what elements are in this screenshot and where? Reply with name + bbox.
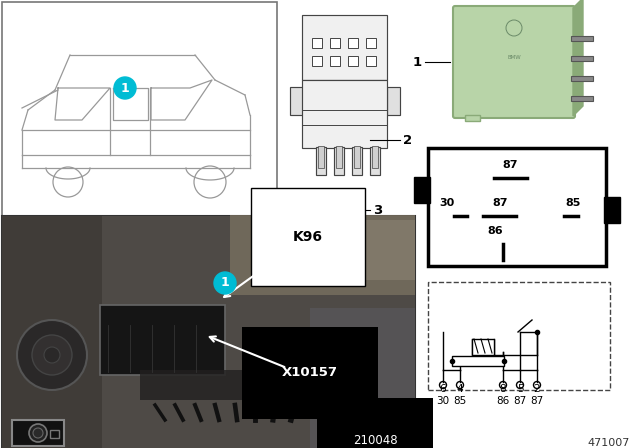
Text: 471007: 471007 <box>588 438 630 448</box>
Text: 1: 1 <box>221 276 229 289</box>
Bar <box>334 147 344 175</box>
Bar <box>452 356 504 366</box>
Text: 4: 4 <box>457 384 463 394</box>
Bar <box>318 146 324 168</box>
Bar <box>2 216 415 448</box>
Bar <box>100 305 225 375</box>
Bar <box>387 87 400 115</box>
Text: 210048: 210048 <box>353 434 397 447</box>
Text: 2: 2 <box>534 384 540 394</box>
Bar <box>370 147 380 175</box>
Polygon shape <box>573 0 583 116</box>
Bar <box>472 339 494 355</box>
Bar <box>290 87 303 115</box>
Text: 86: 86 <box>487 226 503 236</box>
Text: 85: 85 <box>565 198 580 208</box>
Text: 5: 5 <box>516 384 524 394</box>
Text: 87: 87 <box>492 198 508 208</box>
Text: 30: 30 <box>440 198 454 208</box>
Text: 1: 1 <box>120 82 129 95</box>
Bar <box>2 216 102 448</box>
Bar <box>302 15 387 80</box>
Text: 8: 8 <box>500 384 506 394</box>
Bar <box>336 146 342 168</box>
Bar <box>428 148 606 266</box>
Bar <box>12 420 64 446</box>
Bar <box>465 115 480 121</box>
Text: 86: 86 <box>497 396 509 406</box>
Bar <box>312 56 322 66</box>
Bar <box>571 56 593 61</box>
Text: 87: 87 <box>531 396 543 406</box>
Circle shape <box>33 428 43 438</box>
FancyBboxPatch shape <box>453 6 575 118</box>
Text: 6: 6 <box>440 384 446 394</box>
Text: X10157: X10157 <box>282 366 338 379</box>
Text: 3: 3 <box>373 203 382 216</box>
Circle shape <box>114 77 136 99</box>
Bar <box>348 38 358 48</box>
Text: BMW: BMW <box>507 55 521 60</box>
Circle shape <box>32 335 72 375</box>
Bar <box>316 147 326 175</box>
Bar <box>428 282 610 390</box>
Bar <box>140 370 340 400</box>
Bar <box>348 56 358 66</box>
Bar <box>604 197 620 223</box>
Bar <box>324 207 336 225</box>
Bar <box>571 36 593 41</box>
Text: 85: 85 <box>453 396 467 406</box>
Bar <box>352 147 362 175</box>
Bar <box>280 220 415 280</box>
Circle shape <box>17 320 87 390</box>
Circle shape <box>44 347 60 363</box>
Text: 30: 30 <box>436 396 449 406</box>
Bar <box>414 177 430 203</box>
Bar <box>310 308 415 448</box>
Bar <box>571 76 593 81</box>
Bar <box>330 38 340 48</box>
Circle shape <box>29 424 47 442</box>
Bar <box>2 216 415 448</box>
Bar <box>302 80 387 148</box>
Bar <box>354 146 360 168</box>
Bar <box>230 215 415 295</box>
Bar <box>571 96 593 101</box>
Bar <box>366 56 376 66</box>
Text: 87: 87 <box>502 160 518 170</box>
Text: 87: 87 <box>513 396 527 406</box>
Text: K96: K96 <box>293 230 323 244</box>
Bar <box>372 146 378 168</box>
Bar <box>50 430 59 438</box>
Text: 1: 1 <box>413 56 422 69</box>
Bar <box>330 56 340 66</box>
Text: 2: 2 <box>403 134 412 146</box>
Bar <box>366 38 376 48</box>
Circle shape <box>214 272 236 294</box>
Bar <box>2 2 277 218</box>
Bar <box>312 38 322 48</box>
